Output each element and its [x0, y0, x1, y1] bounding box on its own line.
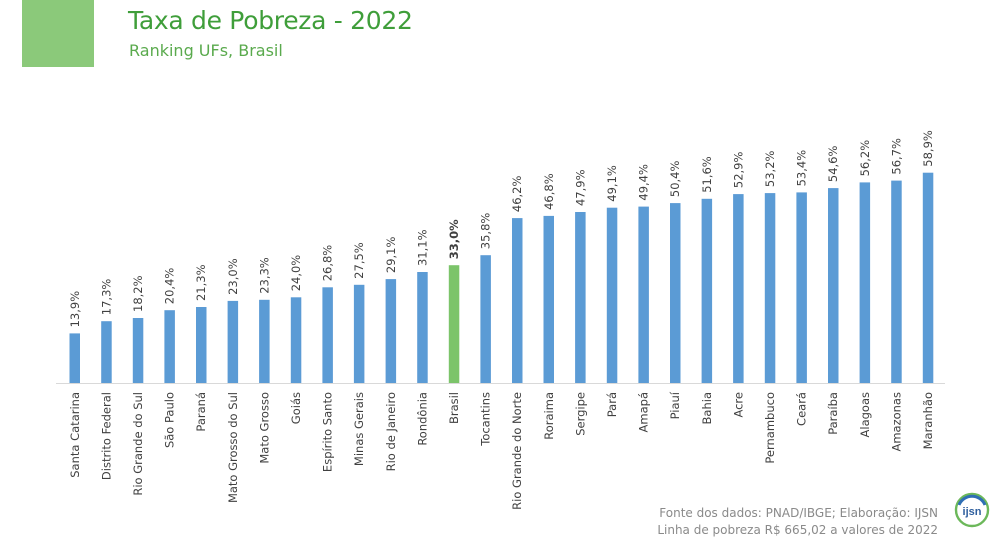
- data-label: 23,3%: [257, 257, 271, 294]
- data-label: 58,9%: [921, 130, 935, 167]
- category-label: Brasil: [447, 392, 461, 424]
- category-label: Mato Grosso do Sul: [226, 392, 240, 503]
- bar: [701, 198, 713, 383]
- category-label: Paraná: [194, 392, 208, 432]
- category-label: Sergipe: [573, 392, 587, 436]
- bar: [922, 172, 934, 383]
- data-label: 53,2%: [763, 150, 777, 187]
- bar: [196, 307, 207, 383]
- category-label: Pará: [605, 392, 619, 417]
- category-label: Amazonas: [889, 392, 903, 452]
- category-label: Goiás: [289, 392, 303, 424]
- category-label: Ceará: [795, 392, 809, 426]
- data-label: 21,3%: [194, 264, 208, 301]
- data-label: 24,0%: [289, 255, 303, 292]
- data-label: 35,8%: [479, 213, 493, 250]
- category-label: Tocantins: [479, 392, 493, 447]
- bar: [69, 333, 80, 383]
- category-label: Alagoas: [858, 392, 872, 437]
- bar: [606, 207, 618, 383]
- data-label: 50,4%: [668, 160, 682, 197]
- data-label: 53,4%: [795, 150, 809, 187]
- category-label: São Paulo: [163, 392, 177, 448]
- bar: [417, 272, 428, 383]
- data-label: 46,2%: [510, 175, 524, 212]
- data-label: 49,1%: [605, 165, 619, 202]
- data-label: 23,0%: [226, 258, 240, 295]
- category-label: Espírito Santo: [321, 392, 335, 472]
- bar: [164, 310, 175, 383]
- category-label: Paraíba: [826, 392, 840, 435]
- category-label: Pernambuco: [763, 392, 777, 464]
- header-accent-block: [22, 0, 94, 67]
- bar: [132, 318, 144, 383]
- category-label: Bahia: [700, 392, 714, 424]
- data-label: 49,4%: [637, 164, 651, 201]
- bar: [480, 255, 491, 383]
- bar: [101, 321, 112, 383]
- bar: [322, 287, 333, 383]
- data-label: 51,6%: [700, 156, 714, 193]
- bar: [859, 182, 871, 383]
- chart-title: Taxa de Pobreza - 2022: [128, 6, 413, 35]
- category-label: Rondônia: [415, 392, 429, 446]
- category-label: Piauí: [668, 391, 682, 419]
- category-label: Distrito Federal: [99, 392, 113, 480]
- data-label: 17,3%: [99, 279, 113, 316]
- bar: [733, 194, 744, 383]
- footer-notes: Fonte dos dados: PNAD/IBGE; Elaboração: …: [657, 505, 938, 539]
- category-label: Santa Catarina: [68, 392, 82, 478]
- bar: [259, 299, 270, 383]
- data-label: 47,9%: [573, 169, 587, 206]
- data-label: 31,1%: [415, 229, 429, 266]
- category-label: Amapá: [637, 392, 651, 432]
- data-label: 54,6%: [826, 145, 840, 182]
- data-label: 56,7%: [889, 138, 903, 175]
- data-label: 20,4%: [163, 268, 177, 305]
- data-label: 18,2%: [131, 275, 145, 312]
- bar: [543, 215, 554, 383]
- category-label: Rio de Janeiro: [384, 392, 398, 471]
- category-label: Maranhão: [921, 392, 935, 449]
- data-label: 27,5%: [352, 242, 366, 279]
- bar: [448, 265, 460, 383]
- category-label: Acre: [731, 392, 745, 418]
- bar: [353, 284, 365, 383]
- category-label: Rio Grande do Norte: [510, 392, 524, 510]
- source-note: Fonte dos dados: PNAD/IBGE; Elaboração: …: [659, 506, 938, 520]
- poverty-line-note: Linha de pobreza R$ 665,02 a valores de …: [657, 523, 938, 537]
- bar: [290, 297, 302, 383]
- category-label: Mato Grosso: [257, 392, 271, 464]
- ijsn-logo: ijsn: [954, 492, 990, 528]
- bar: [575, 212, 586, 383]
- category-label: Roraima: [542, 392, 556, 440]
- chart-subtitle: Ranking UFs, Brasil: [129, 41, 283, 60]
- data-label: 46,8%: [542, 173, 556, 210]
- data-label: 29,1%: [384, 236, 398, 273]
- category-label: Minas Gerais: [352, 392, 366, 466]
- logo-text: ijsn: [963, 506, 982, 518]
- bar: [764, 193, 776, 383]
- bar: [796, 192, 807, 383]
- data-label: 33,0%: [447, 219, 461, 259]
- bar: [227, 300, 239, 383]
- data-label: 52,9%: [731, 151, 745, 188]
- category-label: Rio Grande do Sul: [131, 392, 145, 496]
- data-label: 26,8%: [321, 245, 335, 282]
- bar: [828, 188, 839, 383]
- bar: [638, 206, 649, 383]
- data-label: 13,9%: [68, 291, 82, 328]
- bar: [891, 180, 902, 383]
- bar: [512, 218, 523, 383]
- data-label: 56,2%: [858, 140, 872, 177]
- bar: [385, 279, 397, 383]
- bar: [670, 203, 681, 383]
